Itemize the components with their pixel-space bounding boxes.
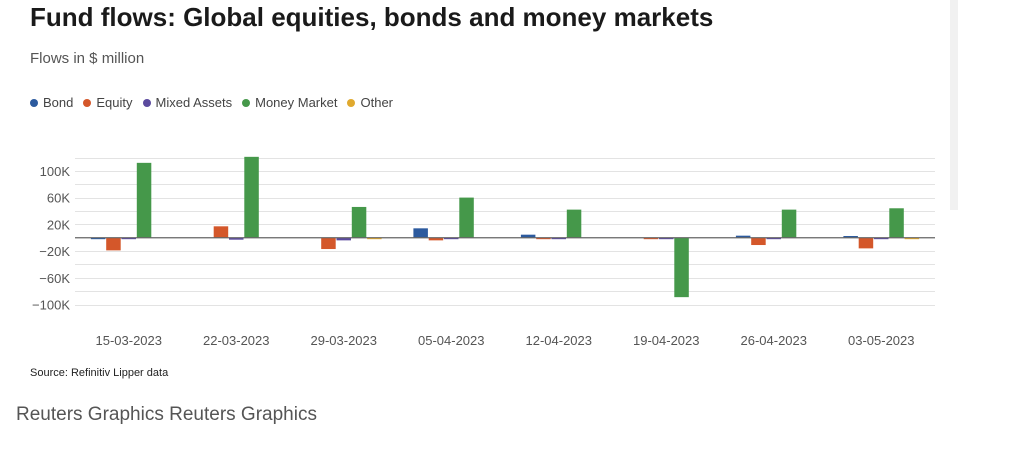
- legend-label: Other: [360, 95, 393, 110]
- chart-legend: Bond Equity Mixed Assets Money Market Other: [30, 95, 393, 110]
- bar-bond: [90, 237, 106, 240]
- bar-mixed-assets: [766, 237, 781, 240]
- bar-equity: [321, 237, 336, 250]
- legend-item-other[interactable]: Other: [347, 95, 393, 110]
- x-tick-label: 05-04-2023: [418, 333, 485, 348]
- chart-title: Fund flows: Global equities, bonds and m…: [30, 2, 714, 32]
- bar-mixed-assets: [659, 237, 674, 240]
- bar-money-market: [244, 156, 259, 238]
- bar-equity: [106, 237, 121, 251]
- bar-equity: [751, 237, 766, 246]
- bar-mixed-assets: [551, 237, 566, 240]
- x-tick-label: 12-04-2023: [526, 333, 593, 348]
- bar-mixed-assets: [444, 237, 459, 240]
- legend-label: Equity: [96, 95, 133, 110]
- x-tick-label: 29-03-2023: [311, 333, 378, 348]
- bar-money-market: [136, 162, 152, 238]
- y-tick-label: 60K: [47, 191, 70, 206]
- x-tick-label: 22-03-2023: [203, 333, 270, 348]
- legend-label: Mixed Assets: [155, 95, 233, 110]
- y-tick-label: −60K: [39, 271, 70, 286]
- chart-subtitle: Flows in $ million: [30, 50, 145, 67]
- legend-item-money-market[interactable]: Money Market: [242, 95, 337, 110]
- page-edge-rule: [950, 0, 958, 210]
- y-tick-label: −100K: [32, 298, 70, 313]
- bar-mixed-assets: [336, 237, 351, 241]
- x-tick-label: 19-04-2023: [633, 333, 700, 348]
- bar-equity: [858, 237, 874, 249]
- bar-bond: [735, 235, 751, 238]
- y-tick-label: 20K: [47, 217, 70, 232]
- fund-flows-bar-chart: 100K 60K 20K −20K −60K −100K 15-03-2023 22-03-2…: [32, 156, 935, 348]
- graphics-credit: Reuters Graphics Reuters Graphics: [16, 404, 317, 425]
- y-tick-label: −20K: [39, 244, 70, 259]
- bar-bond: [520, 234, 536, 238]
- bar-equity: [643, 237, 659, 240]
- legend-item-equity[interactable]: Equity: [83, 95, 133, 110]
- legend-swatch-equity: [83, 98, 92, 107]
- bar-money-market: [351, 206, 367, 238]
- legend-label: Bond: [43, 95, 74, 110]
- bar-money-market: [889, 208, 904, 238]
- x-tick-label: 03-05-2023: [848, 333, 915, 348]
- bar-bond: [413, 228, 428, 238]
- y-tick-label: 100K: [40, 164, 71, 179]
- legend-item-bond[interactable]: Bond: [30, 95, 73, 110]
- legend-swatch-mixed-assets: [142, 98, 151, 107]
- bar-money-market: [566, 209, 582, 238]
- legend-label: Money Market: [255, 95, 338, 110]
- bar-equity: [428, 237, 444, 241]
- legend-swatch-other: [347, 98, 356, 107]
- bar-mixed-assets: [121, 237, 136, 240]
- x-tick-label: 26-04-2023: [741, 333, 808, 348]
- bar-money-market: [459, 197, 474, 238]
- legend-swatch-money-market: [242, 98, 251, 107]
- bar-other: [367, 237, 382, 240]
- bar-other: [904, 237, 920, 240]
- x-tick-label: 15-03-2023: [96, 333, 163, 348]
- bar-mixed-assets: [874, 237, 889, 240]
- bar-money-market: [781, 209, 797, 238]
- legend-item-mixed-assets[interactable]: Mixed Assets: [142, 95, 233, 110]
- bar-mixed-assets: [229, 237, 244, 240]
- bar-equity: [213, 226, 229, 238]
- bar-money-market: [674, 237, 689, 298]
- bar-equity: [536, 237, 551, 240]
- source-note: Source: Refinitiv Lipper data: [30, 367, 169, 379]
- bar-bond: [843, 236, 858, 238]
- legend-swatch-bond: [30, 98, 38, 107]
